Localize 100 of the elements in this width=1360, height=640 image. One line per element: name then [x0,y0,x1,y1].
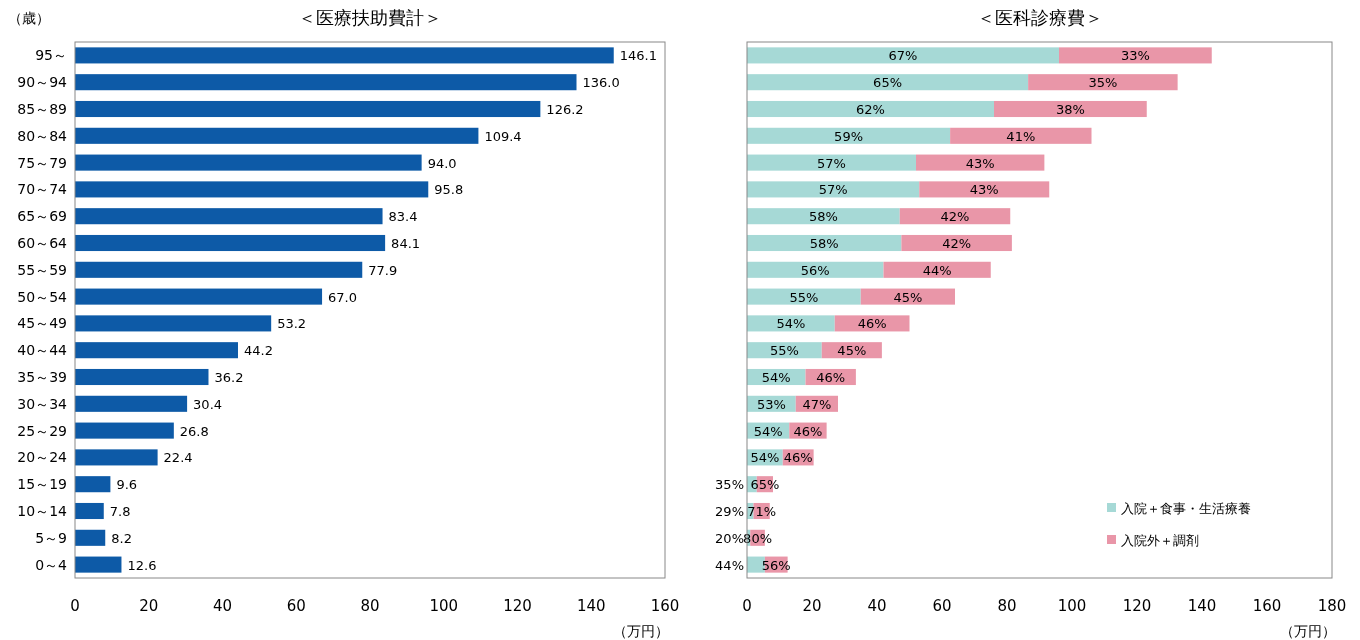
y-tick-label: 60～64 [17,235,68,251]
annotation: 44% [922,262,952,278]
annotation: 58% [808,209,838,225]
y-tick-label: 15～19 [17,476,67,493]
bar [747,261,884,278]
y-axis-title: （歳） [8,10,50,26]
x-tick-label: 140 [1187,597,1217,615]
data-label: 94.0 [427,155,457,171]
annotation: 57% [818,182,848,198]
annotation: 43% [965,155,995,171]
annotation: 62% [856,102,885,117]
data-label: 30.4 [193,396,223,412]
y-tick-label: 70～74 [17,181,68,198]
annotation: 71% [747,504,777,519]
data-label: 126.2 [546,102,584,117]
data-label: 109.4 [484,128,522,144]
bar [75,476,111,493]
legend-label: 入院＋食事・生活療養 [1121,501,1251,516]
data-label: 77.9 [368,262,398,278]
y-tick-label: 50～54 [17,288,68,305]
bar [747,74,1029,91]
x-tick-label: 40 [212,597,233,615]
bar [747,154,916,171]
y-tick-label: 45～49 [17,315,67,332]
annotation: 55% [789,289,819,305]
legend-label: 入院外＋調剤 [1121,533,1199,548]
bar [75,261,363,278]
bar [901,234,1012,252]
annotation: 65% [873,75,903,91]
bar [747,100,994,118]
x-tick-label: 180 [1317,597,1347,615]
x-tick-label: 60 [932,597,952,615]
annotation: 45% [837,343,867,359]
annotation: 46% [793,423,823,439]
y-tick-label: 95～ [35,47,67,64]
annotation: 58% [809,236,839,251]
y-tick-label: 80～84 [17,127,68,144]
data-label: 9.6 [116,477,138,493]
text: 20% [715,530,744,546]
x-tick-label: 120 [503,597,532,615]
bar [75,422,174,439]
text: 29% [715,504,744,519]
annotation: 54% [776,316,806,332]
bar [994,100,1147,118]
bar [747,127,951,144]
bar [860,288,955,305]
annotation: 80% [743,530,773,546]
bar [747,208,900,225]
bar [75,234,386,252]
annotation: 35% [1088,75,1118,91]
y-tick-label: 40～44 [17,342,68,359]
bar [75,74,577,91]
annotation: 53% [756,396,786,412]
x-tick-label: 100 [1057,597,1087,615]
annotation: 65% [750,477,780,493]
bar [75,342,238,359]
text: 35% [715,477,744,493]
x-axis-title: （万円） [613,623,669,639]
text: 44% [715,557,744,573]
annotation: 47% [802,396,832,412]
y-tick-label: 5～9 [35,529,67,546]
annotation: 54% [753,423,783,439]
y-tick-label: 20～24 [17,449,68,466]
data-label: 8.2 [111,530,132,546]
bar [1059,47,1212,64]
data-label: 84.1 [391,236,421,251]
x-tick-label: 140 [576,597,606,615]
annotation: 38% [1055,102,1085,117]
annotation: 43% [969,182,999,198]
bar [747,181,920,198]
bar [75,100,541,118]
bar [919,181,1050,198]
x-tick-label: 100 [429,597,459,615]
x-tick-label: 80 [997,597,1017,615]
bar [75,127,479,144]
annotation: 54% [761,370,791,385]
x-tick-label: 60 [286,597,306,615]
annotation: 67% [888,48,918,64]
annotation: 56% [800,262,830,278]
annotation: 54% [750,450,780,466]
bar [75,181,429,198]
bar [75,208,383,225]
annotation: 46% [783,450,813,466]
annotation: 46% [857,316,887,332]
annotation: 55% [769,343,799,359]
x-tick-label: 0 [742,597,752,615]
data-label: 136.0 [582,75,620,91]
data-label: 67.0 [328,289,358,305]
y-tick-label: 75～79 [17,154,67,171]
data-label: 95.8 [434,182,464,198]
x-tick-label: 0 [70,597,80,615]
chart-title: ＜医科診療費＞ [976,7,1103,28]
annotation: 33% [1120,48,1150,64]
bar [950,127,1092,144]
y-tick-label: 90～94 [17,74,68,91]
data-label: 22.4 [163,450,193,466]
bar [75,556,122,573]
data-label: 44.2 [243,343,273,359]
annotation: 56% [761,557,791,573]
y-tick-label: 25～29 [17,422,67,439]
